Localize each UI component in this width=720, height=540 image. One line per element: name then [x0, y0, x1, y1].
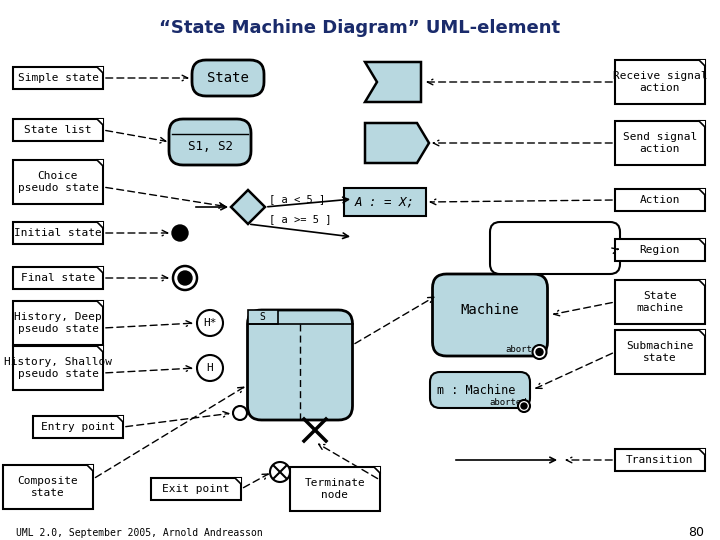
- Circle shape: [197, 310, 223, 336]
- Text: History, Deep
pseudo state: History, Deep pseudo state: [14, 312, 102, 334]
- Text: S: S: [260, 312, 266, 322]
- Circle shape: [197, 355, 223, 381]
- Polygon shape: [97, 160, 103, 166]
- Polygon shape: [87, 465, 93, 471]
- Bar: [615, 60, 705, 104]
- Bar: [615, 280, 705, 324]
- Polygon shape: [231, 190, 265, 224]
- Circle shape: [173, 266, 197, 290]
- FancyBboxPatch shape: [248, 310, 353, 420]
- Bar: [13, 67, 103, 89]
- Text: “State Machine Diagram” UML-element: “State Machine Diagram” UML-element: [159, 19, 561, 37]
- Polygon shape: [699, 189, 705, 195]
- Circle shape: [521, 403, 527, 409]
- Polygon shape: [97, 119, 103, 125]
- Text: Region: Region: [640, 245, 680, 255]
- Polygon shape: [97, 346, 103, 352]
- Text: Action: Action: [640, 195, 680, 205]
- Text: State list: State list: [24, 125, 91, 135]
- Text: Exit point: Exit point: [162, 484, 230, 494]
- Polygon shape: [699, 330, 705, 336]
- Bar: [615, 330, 705, 374]
- Bar: [33, 416, 123, 438]
- Polygon shape: [97, 67, 103, 73]
- Polygon shape: [365, 62, 421, 102]
- Polygon shape: [699, 239, 705, 245]
- Polygon shape: [97, 267, 103, 273]
- Text: Submachine
state: Submachine state: [626, 341, 694, 363]
- Circle shape: [533, 345, 546, 359]
- Text: [ a < 5 ]: [ a < 5 ]: [269, 194, 325, 204]
- Text: A : = X;: A : = X;: [355, 195, 415, 208]
- Polygon shape: [699, 449, 705, 455]
- Text: Transition: Transition: [626, 455, 694, 465]
- Text: Receive signal
action: Receive signal action: [613, 71, 707, 93]
- Text: Initial state: Initial state: [14, 228, 102, 238]
- FancyBboxPatch shape: [433, 274, 547, 356]
- Bar: [3, 465, 93, 509]
- Polygon shape: [97, 301, 103, 307]
- Polygon shape: [365, 123, 429, 163]
- Bar: [248, 310, 277, 324]
- Polygon shape: [97, 222, 103, 228]
- Polygon shape: [235, 478, 241, 484]
- Circle shape: [233, 406, 247, 420]
- Text: Composite
state: Composite state: [17, 476, 78, 498]
- Bar: [151, 478, 241, 500]
- Text: H*: H*: [203, 318, 217, 328]
- Text: State: State: [207, 71, 249, 85]
- Text: aborted: aborted: [490, 398, 527, 407]
- FancyBboxPatch shape: [192, 60, 264, 96]
- Bar: [13, 301, 103, 345]
- Circle shape: [536, 348, 543, 355]
- Text: Machine: Machine: [461, 303, 519, 317]
- FancyBboxPatch shape: [430, 372, 530, 408]
- Bar: [13, 160, 103, 204]
- Text: Simple state: Simple state: [17, 73, 99, 83]
- Text: Choice
pseudo state: Choice pseudo state: [17, 171, 99, 193]
- Text: Terminate
node: Terminate node: [305, 478, 365, 500]
- Circle shape: [172, 225, 188, 241]
- Bar: [290, 467, 380, 511]
- Text: State
machine: State machine: [636, 291, 683, 313]
- Bar: [13, 267, 103, 289]
- Polygon shape: [699, 121, 705, 127]
- Text: Final state: Final state: [21, 273, 95, 283]
- FancyBboxPatch shape: [169, 119, 251, 165]
- Circle shape: [270, 462, 290, 482]
- Text: UML 2.0, September 2005, Arnold Andreasson: UML 2.0, September 2005, Arnold Andreass…: [16, 528, 263, 538]
- Polygon shape: [374, 467, 380, 473]
- Text: 80: 80: [688, 526, 704, 539]
- Text: History, Shallow
pseudo state: History, Shallow pseudo state: [4, 357, 112, 379]
- Bar: [344, 188, 426, 216]
- Text: Entry point: Entry point: [41, 422, 115, 432]
- Bar: [13, 346, 103, 390]
- Bar: [615, 189, 705, 211]
- Text: Send signal
action: Send signal action: [623, 132, 697, 154]
- Polygon shape: [117, 416, 123, 422]
- Text: aborted: aborted: [506, 345, 544, 354]
- Bar: [615, 239, 705, 261]
- Text: m : Machine: m : Machine: [437, 383, 516, 396]
- Text: S1, S2: S1, S2: [187, 139, 233, 152]
- Polygon shape: [699, 280, 705, 286]
- Circle shape: [518, 400, 530, 412]
- Text: H: H: [207, 363, 213, 373]
- Text: [ a >= 5 ]: [ a >= 5 ]: [269, 214, 331, 224]
- Polygon shape: [699, 60, 705, 66]
- Circle shape: [178, 271, 192, 285]
- Bar: [13, 222, 103, 244]
- Bar: [13, 119, 103, 141]
- Bar: [615, 449, 705, 471]
- Bar: [615, 121, 705, 165]
- FancyBboxPatch shape: [490, 222, 620, 274]
